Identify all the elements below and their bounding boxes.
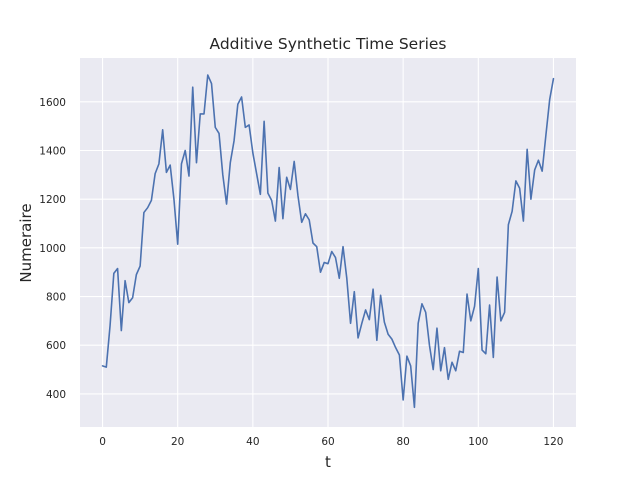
y-tick-label: 1000 <box>39 243 66 255</box>
x-tick-label: 100 <box>468 436 488 448</box>
y-tick-label: 1200 <box>39 194 66 206</box>
y-tick-labels: 400 600 800 1000 1200 1400 1600 <box>39 97 66 401</box>
y-tick-label: 1600 <box>39 97 66 109</box>
x-tick-labels: 0 20 40 60 80 100 120 <box>99 436 563 448</box>
x-tick-label: 80 <box>396 436 409 448</box>
series-line <box>101 74 555 409</box>
y-tick-label: 400 <box>46 389 66 401</box>
x-axis-label: t <box>325 453 331 471</box>
y-tick-label: 600 <box>46 340 66 352</box>
series-lines <box>101 74 555 409</box>
x-tick-label: 20 <box>171 436 184 448</box>
x-tick-label: 60 <box>321 436 334 448</box>
x-tick-label: 120 <box>543 436 563 448</box>
y-tick-label: 1400 <box>39 145 66 157</box>
chart-title: Additive Synthetic Time Series <box>210 35 447 53</box>
y-tick-label: 800 <box>46 292 66 304</box>
x-tick-label: 40 <box>246 436 259 448</box>
y-axis-label: Numeraire <box>17 203 35 282</box>
x-tick-label: 0 <box>99 436 106 448</box>
